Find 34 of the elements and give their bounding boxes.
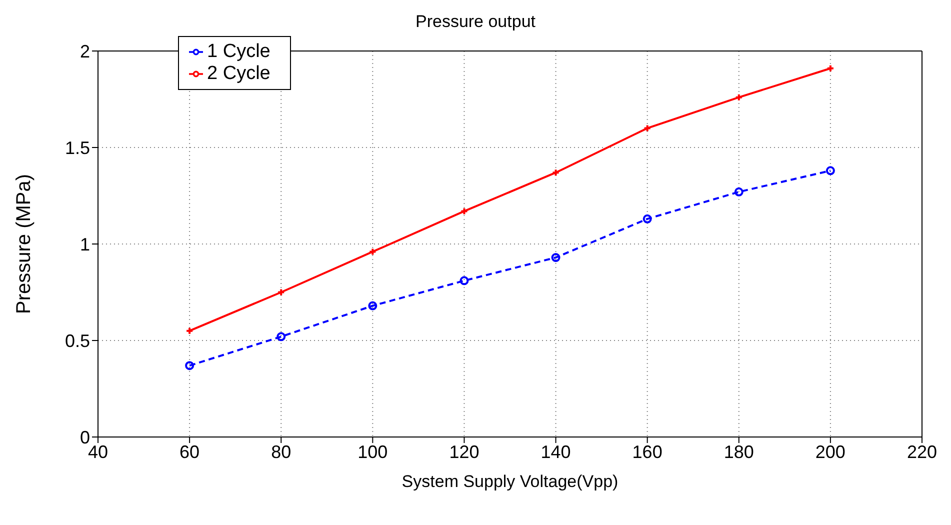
point (277, 288, 286, 296)
point (460, 207, 468, 216)
x-axis-title: System Supply Voltage(Vpp) (402, 472, 618, 491)
y-tick-label: 2 (80, 41, 90, 62)
x-tick-label: 100 (358, 442, 388, 462)
point (643, 124, 652, 132)
point (826, 166, 835, 176)
x-tick-label: 160 (632, 442, 662, 462)
x-tick-label: 200 (815, 442, 846, 462)
point (368, 301, 378, 310)
x-tick-label: 120 (449, 442, 480, 462)
point (551, 253, 560, 262)
point (460, 276, 469, 286)
point (552, 168, 560, 177)
point (185, 361, 194, 370)
x-tick-label: 60 (180, 442, 200, 462)
x-tick-label: 140 (540, 442, 571, 462)
x-tick-label: 80 (271, 442, 292, 462)
point (276, 332, 286, 342)
y-axis-title: Pressure (MPa) (13, 174, 36, 314)
x-tick-label: 220 (906, 442, 938, 462)
legend-label: 2 Cycle (207, 63, 270, 84)
point (734, 93, 743, 102)
y-tick-label: 0.5 (64, 330, 90, 351)
y-tick-label: 1 (80, 234, 90, 254)
x-tick-label: 180 (724, 442, 754, 462)
legend-label: 1 Cycle (207, 41, 270, 62)
point (368, 248, 377, 256)
chart-title: Pressure output (414, 12, 536, 32)
y-tick-label: 0 (80, 427, 90, 448)
point (734, 187, 744, 196)
y-tick-label: 1.5 (64, 138, 90, 158)
point (642, 214, 652, 224)
x-tick-label: 40 (88, 442, 108, 462)
